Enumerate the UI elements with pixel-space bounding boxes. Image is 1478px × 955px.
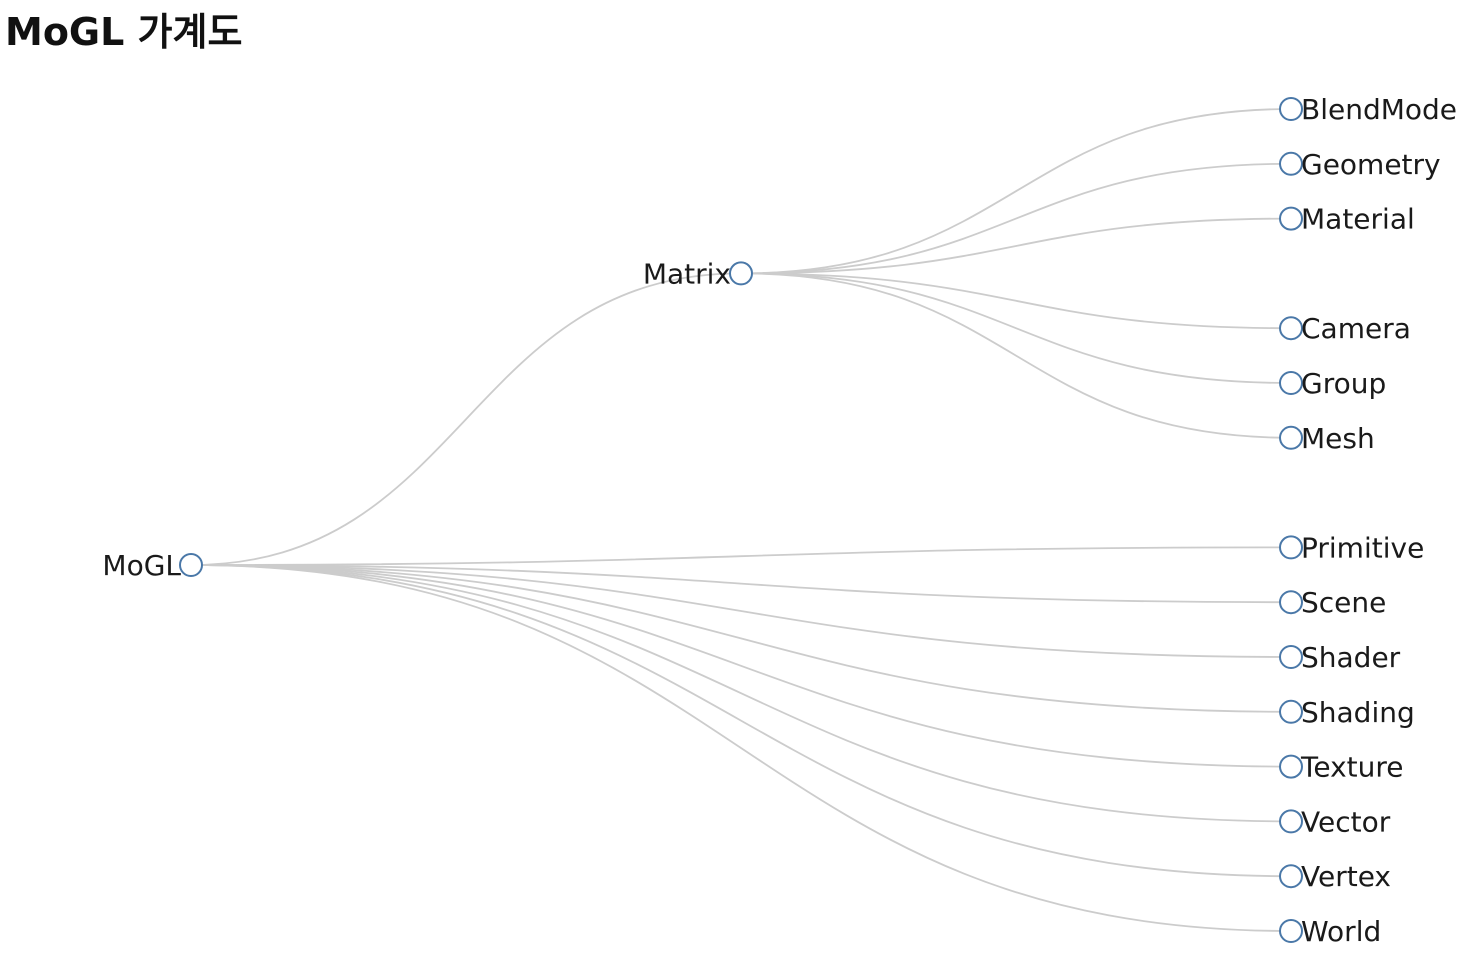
link-mogl-to-texture [191, 565, 1291, 767]
node-shader[interactable]: Shader [1280, 641, 1401, 674]
node-geometry[interactable]: Geometry [1280, 148, 1441, 181]
node-texture[interactable]: Texture [1280, 751, 1404, 784]
node-label: Group [1301, 367, 1386, 400]
node-label: Matrix [643, 257, 731, 290]
link-matrix-to-group [741, 273, 1291, 383]
node-label: Primitive [1301, 531, 1424, 564]
node-circle[interactable] [180, 554, 202, 576]
node-circle[interactable] [1280, 153, 1302, 175]
link-matrix-to-blendmode [741, 109, 1291, 273]
node-circle[interactable] [1280, 810, 1302, 832]
node-circle[interactable] [1280, 372, 1302, 394]
node-material[interactable]: Material [1280, 203, 1415, 236]
node-group[interactable]: Group [1280, 367, 1386, 400]
link-matrix-to-material [741, 219, 1291, 274]
node-label: World [1301, 915, 1381, 948]
node-circle[interactable] [1280, 536, 1302, 558]
node-scene[interactable]: Scene [1280, 586, 1386, 619]
node-circle[interactable] [1280, 920, 1302, 942]
node-label: Mesh [1301, 422, 1375, 455]
node-label: Material [1301, 203, 1415, 236]
node-circle[interactable] [1280, 208, 1302, 230]
node-shading[interactable]: Shading [1280, 696, 1415, 729]
node-blendmode[interactable]: BlendMode [1280, 93, 1457, 126]
node-label: Geometry [1301, 148, 1441, 181]
node-circle[interactable] [1280, 701, 1302, 723]
node-world[interactable]: World [1280, 915, 1381, 948]
node-label: MoGL [102, 549, 181, 582]
node-label: Scene [1301, 586, 1386, 619]
link-matrix-to-camera [741, 273, 1291, 328]
link-mogl-to-shading [191, 565, 1291, 712]
link-mogl-to-vector [191, 565, 1291, 821]
node-camera[interactable]: Camera [1280, 312, 1411, 345]
node-matrix[interactable]: Matrix [643, 257, 752, 290]
link-mogl-to-primitive [191, 547, 1291, 565]
node-circle[interactable] [1280, 427, 1302, 449]
node-vector[interactable]: Vector [1280, 805, 1391, 838]
link-matrix-to-mesh [741, 273, 1291, 437]
node-circle[interactable] [730, 262, 752, 284]
node-label: Camera [1301, 312, 1411, 345]
node-label: Shader [1301, 641, 1401, 674]
node-primitive[interactable]: Primitive [1280, 531, 1424, 564]
link-mogl-to-world [191, 565, 1291, 931]
node-circle[interactable] [1280, 591, 1302, 613]
link-mogl-to-shader [191, 565, 1291, 657]
node-label: Shading [1301, 696, 1415, 729]
tree-links [191, 109, 1291, 931]
node-label: Vertex [1301, 860, 1391, 893]
node-circle[interactable] [1280, 317, 1302, 339]
node-vertex[interactable]: Vertex [1280, 860, 1391, 893]
node-circle[interactable] [1280, 756, 1302, 778]
node-mesh[interactable]: Mesh [1280, 422, 1375, 455]
node-label: Vector [1301, 805, 1391, 838]
node-label: Texture [1300, 751, 1404, 784]
node-label: BlendMode [1301, 93, 1457, 126]
node-mogl[interactable]: MoGL [102, 549, 202, 582]
node-circle[interactable] [1280, 865, 1302, 887]
link-mogl-to-matrix [191, 273, 741, 565]
node-circle[interactable] [1280, 98, 1302, 120]
node-circle[interactable] [1280, 646, 1302, 668]
link-matrix-to-geometry [741, 164, 1291, 274]
tree-nodes: MoGL Matrix BlendMode Geometry Material Camer… [102, 93, 1457, 948]
